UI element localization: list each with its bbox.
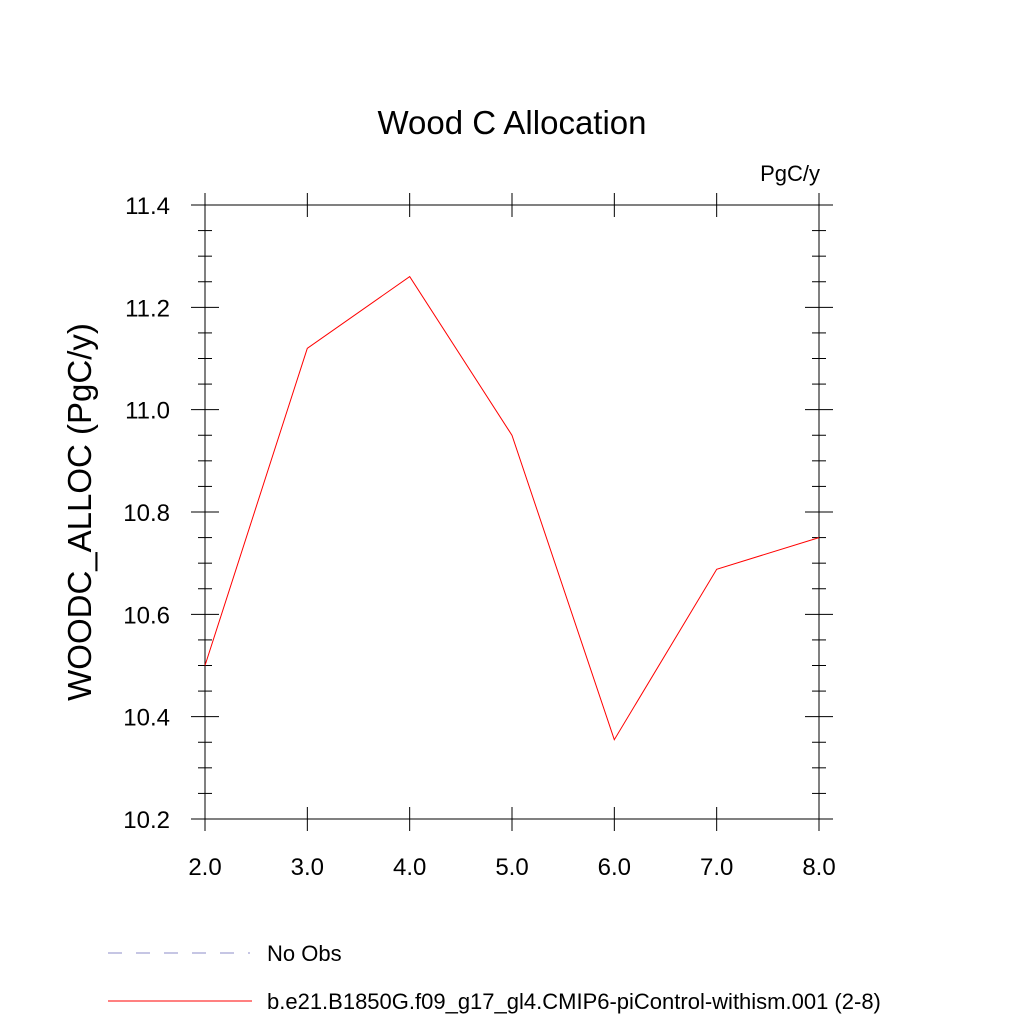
y-tick-label: 10.2 <box>123 807 170 834</box>
chart-title: Wood C Allocation <box>377 104 646 141</box>
y-tick-label: 11.4 <box>125 193 170 220</box>
plot-frame <box>204 204 820 820</box>
series-layer <box>204 275 820 741</box>
legend: No Obs b.e21.B1850G.f09_g17_gl4.CMIP6-pi… <box>108 941 881 1014</box>
x-tick-label: 8.0 <box>802 854 835 881</box>
y-tick-label: 10.4 <box>123 705 170 732</box>
x-tick-label: 4.0 <box>393 854 426 881</box>
legend-label-no-obs: No Obs <box>267 941 342 966</box>
x-tick-label: 3.0 <box>291 854 324 881</box>
units-label: PgC/y <box>760 161 820 186</box>
y-tick-label: 11.0 <box>125 398 170 425</box>
x-tick-label: 6.0 <box>598 854 631 881</box>
x-tick-label: 5.0 <box>495 854 528 881</box>
axes: 2.0 3.0 4.0 5.0 6.0 7.0 8.0 10.2 10.4 10.6 10.8 11.… <box>123 193 836 881</box>
y-axis-label: WOODC_ALLOC (PgC/y) <box>61 323 98 701</box>
x-tick-label: 2.0 <box>188 854 221 881</box>
x-tick-label: 7.0 <box>700 854 733 881</box>
y-tick-label: 11.2 <box>125 295 170 322</box>
y-tick-label: 10.6 <box>123 602 170 629</box>
legend-label-model: b.e21.B1850G.f09_g17_gl4.CMIP6-piControl… <box>267 989 881 1014</box>
y-tick-label: 10.8 <box>123 500 170 527</box>
series-line <box>204 275 820 741</box>
